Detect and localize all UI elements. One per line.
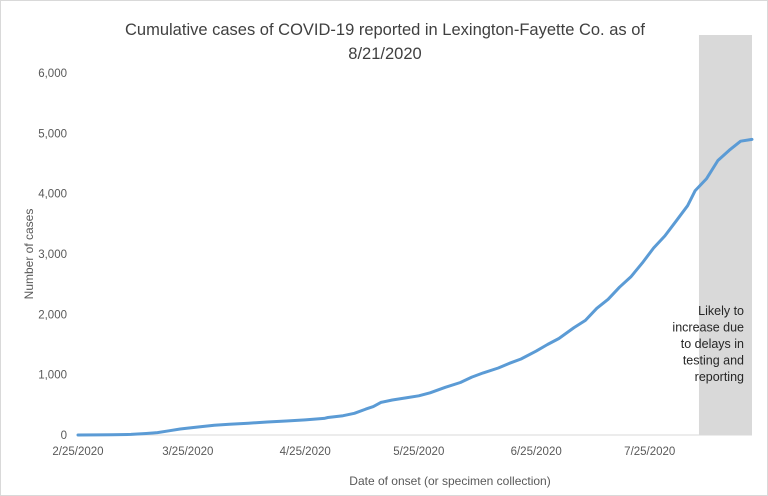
y-axis-title: Number of cases — [22, 209, 36, 300]
y-tick-label: 5,000 — [38, 128, 67, 140]
chart-title-line-1: Cumulative cases of COVID-19 reported in… — [125, 21, 645, 39]
shaded-region-note-line: testing and — [683, 354, 744, 368]
shaded-region — [698, 35, 752, 435]
chart-title-line-2: 8/21/2020 — [348, 45, 422, 63]
shaded-region-note-line: increase due — [672, 321, 744, 335]
shaded-region-layer — [698, 35, 752, 435]
series-layer — [76, 137, 754, 437]
x-tick-label: 2/25/2020 — [52, 446, 103, 458]
y-tick-label: 3,000 — [38, 249, 67, 261]
x-tick-label: 7/25/2020 — [624, 446, 675, 458]
x-tick-label: 5/25/2020 — [393, 446, 444, 458]
x-tick-label: 6/25/2020 — [511, 446, 562, 458]
shaded-region-note-line: reporting — [695, 370, 744, 384]
series-line — [76, 137, 754, 437]
label-layer: 0 1,000 2,000 3,000 4,000 5,000 6,000 2/25/2020… — [22, 68, 744, 488]
y-tick-label: 6,000 — [38, 68, 67, 80]
y-tick-label: 4,000 — [38, 189, 67, 201]
shaded-region-note-line: to delays in — [681, 337, 744, 351]
x-axis-title: Date of onset (or specimen collection) — [349, 474, 550, 488]
shaded-region-note-line: Likely to — [698, 304, 744, 318]
chart-title: Cumulative cases of COVID-19 reported in… — [60, 18, 710, 66]
y-tick-label: 1,000 — [38, 370, 67, 382]
y-tick-label: 0 — [61, 430, 67, 442]
y-tick-label: 2,000 — [38, 309, 67, 321]
x-tick-label: 4/25/2020 — [280, 446, 331, 458]
x-tick-label: 3/25/2020 — [162, 446, 213, 458]
